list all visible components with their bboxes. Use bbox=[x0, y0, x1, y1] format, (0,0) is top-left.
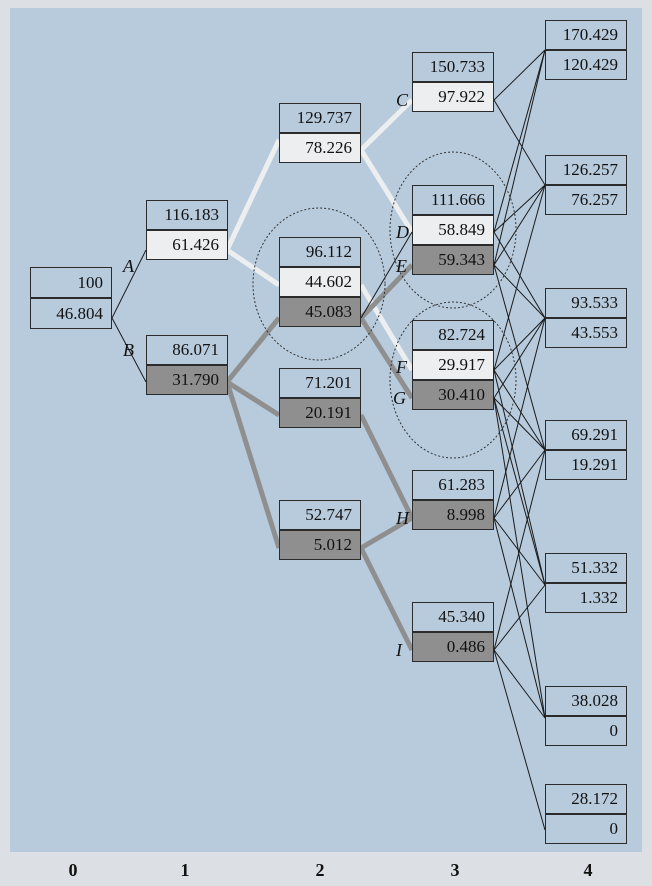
axis-label-1: 1 bbox=[180, 860, 190, 880]
node-i: 45.340 0.486 bbox=[412, 602, 494, 662]
node-a-price: 116.183 bbox=[146, 200, 228, 230]
node-h-value: 8.998 bbox=[412, 500, 494, 530]
dark-path bbox=[224, 263, 415, 652]
label-i: I bbox=[396, 640, 402, 660]
root-node: 100 46.804 bbox=[30, 267, 112, 329]
node-4-4-price: 69.291 bbox=[545, 420, 627, 450]
light-path bbox=[224, 98, 415, 372]
axis-label-2: 2 bbox=[315, 860, 325, 880]
node-4-2-price: 126.257 bbox=[545, 155, 627, 185]
node-2-up-value: 78.226 bbox=[279, 133, 361, 163]
node-4-1-value: 120.429 bbox=[545, 50, 627, 80]
node-a: 116.183 61.426 bbox=[146, 200, 228, 260]
node-2-bot-value: 5.012 bbox=[279, 530, 361, 560]
node-b: 86.071 31.790 bbox=[146, 335, 228, 395]
node-2-mid: 96.112 44.602 45.083 bbox=[279, 237, 361, 327]
node-2-low: 71.201 20.191 bbox=[279, 368, 361, 428]
node-de: 111.666 58.849 59.343 bbox=[412, 185, 494, 275]
node-4-4: 69.291 19.291 bbox=[545, 420, 627, 480]
node-4-6-value: 0 bbox=[545, 716, 627, 746]
node-4-3: 93.533 43.553 bbox=[545, 288, 627, 348]
node-i-price: 45.340 bbox=[412, 602, 494, 632]
label-h: H bbox=[396, 508, 409, 528]
node-2-up: 129.737 78.226 bbox=[279, 103, 361, 163]
node-h-price: 61.283 bbox=[412, 470, 494, 500]
axis-label-3: 3 bbox=[450, 860, 460, 880]
node-fg: 82.724 29.917 30.410 bbox=[412, 320, 494, 410]
node-b-value: 31.790 bbox=[146, 365, 228, 395]
node-a-value: 61.426 bbox=[146, 230, 228, 260]
axis-label-4: 4 bbox=[583, 860, 593, 880]
node-4-7-value: 0 bbox=[545, 814, 627, 844]
node-2-mid-price: 96.112 bbox=[279, 237, 361, 267]
node-4-3-price: 93.533 bbox=[545, 288, 627, 318]
node-4-7: 28.172 0 bbox=[545, 784, 627, 844]
node-2-low-price: 71.201 bbox=[279, 368, 361, 398]
node-4-5-value: 1.332 bbox=[545, 583, 627, 613]
axis-label-0: 0 bbox=[68, 860, 78, 880]
node-c-value: 97.922 bbox=[412, 82, 494, 112]
node-4-1-price: 170.429 bbox=[545, 20, 627, 50]
node-4-5-price: 51.332 bbox=[545, 553, 627, 583]
node-4-2: 126.257 76.257 bbox=[545, 155, 627, 215]
node-g-value: 30.410 bbox=[412, 380, 494, 410]
node-2-mid-value-1: 44.602 bbox=[279, 267, 361, 297]
node-2-mid-value-2: 45.083 bbox=[279, 297, 361, 327]
node-fg-price: 82.724 bbox=[412, 320, 494, 350]
label-c: C bbox=[396, 90, 409, 110]
node-4-6-price: 38.028 bbox=[545, 686, 627, 716]
label-a: A bbox=[123, 256, 134, 276]
node-4-5: 51.332 1.332 bbox=[545, 553, 627, 613]
root-price: 100 bbox=[30, 267, 112, 298]
node-e-value: 59.343 bbox=[412, 245, 494, 275]
node-de-price: 111.666 bbox=[412, 185, 494, 215]
node-2-bot: 52.747 5.012 bbox=[279, 500, 361, 560]
grouping-ellipses bbox=[252, 151, 517, 459]
node-h: 61.283 8.998 bbox=[412, 470, 494, 530]
node-4-3-value: 43.553 bbox=[545, 318, 627, 348]
node-4-4-value: 19.291 bbox=[545, 450, 627, 480]
node-i-value: 0.486 bbox=[412, 632, 494, 662]
node-b-price: 86.071 bbox=[146, 335, 228, 365]
node-f-value: 29.917 bbox=[412, 350, 494, 380]
label-e: E bbox=[396, 256, 407, 276]
node-4-1: 170.429 120.429 bbox=[545, 20, 627, 80]
node-c-price: 150.733 bbox=[412, 52, 494, 82]
node-2-low-value: 20.191 bbox=[279, 398, 361, 428]
node-4-2-value: 76.257 bbox=[545, 185, 627, 215]
label-g: G bbox=[393, 388, 406, 408]
root-value: 46.804 bbox=[30, 298, 112, 329]
label-d: D bbox=[396, 222, 409, 242]
node-4-6: 38.028 0 bbox=[545, 686, 627, 746]
node-d-value: 58.849 bbox=[412, 215, 494, 245]
node-4-7-price: 28.172 bbox=[545, 784, 627, 814]
node-2-bot-price: 52.747 bbox=[279, 500, 361, 530]
node-2-up-price: 129.737 bbox=[279, 103, 361, 133]
node-c: 150.733 97.922 bbox=[412, 52, 494, 112]
label-f: F bbox=[396, 357, 407, 377]
label-b: B bbox=[123, 340, 134, 360]
thin-lines bbox=[111, 49, 546, 831]
